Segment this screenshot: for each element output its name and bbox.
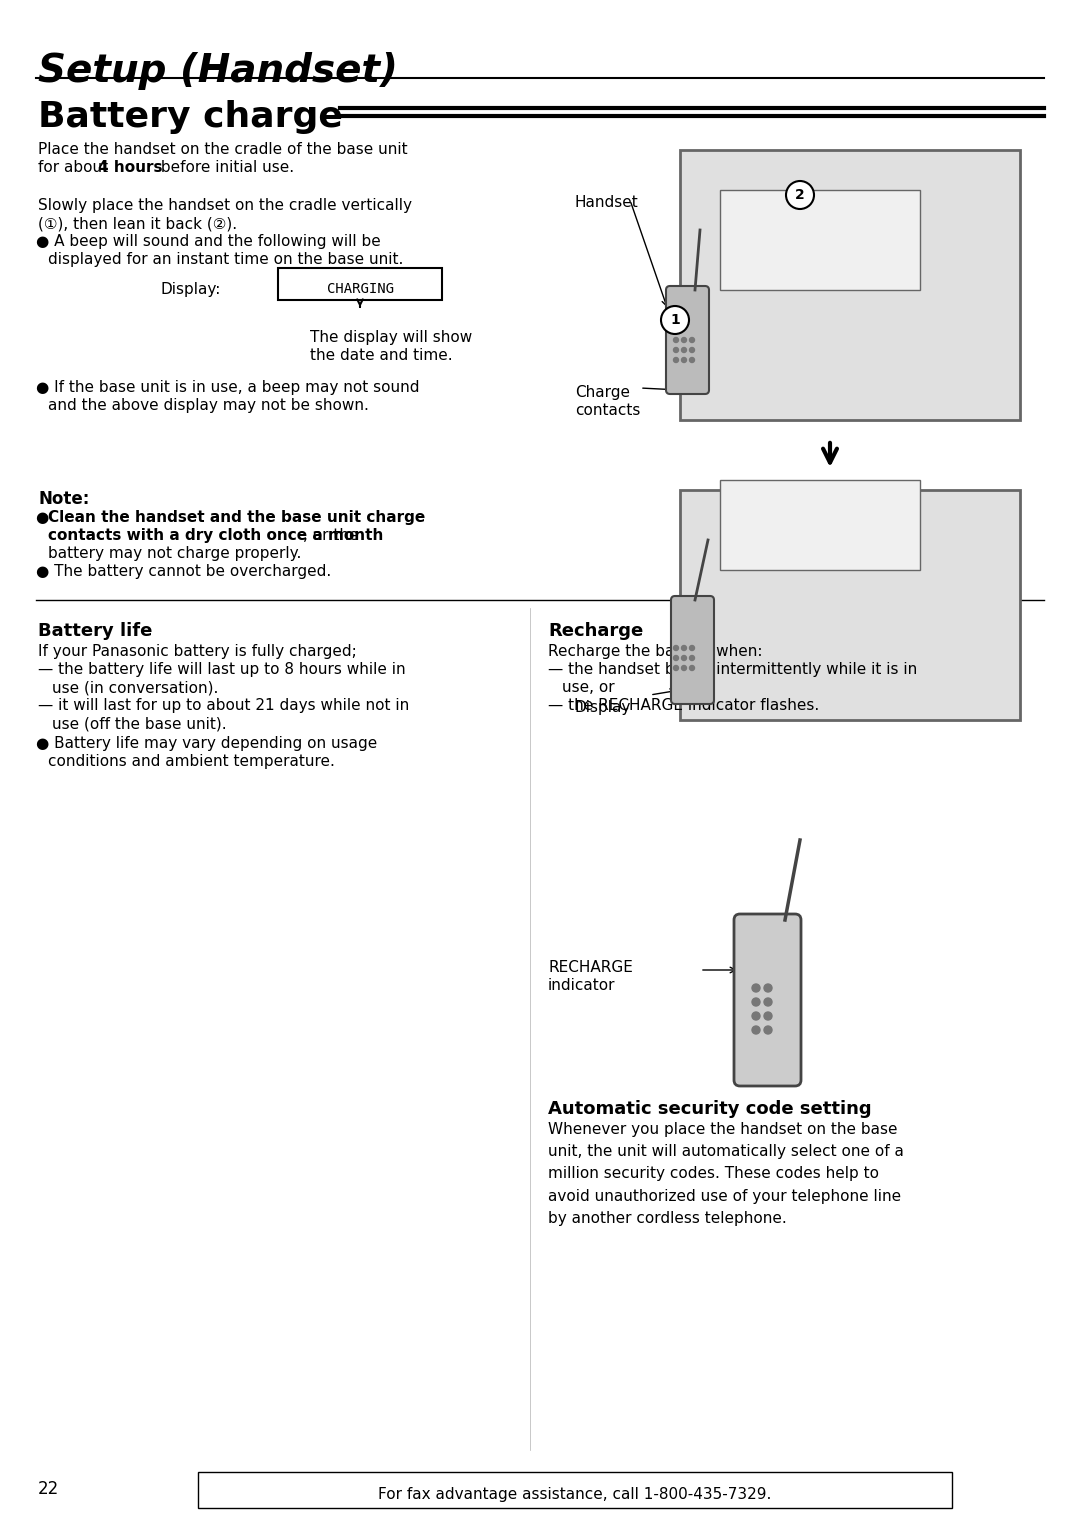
Circle shape [764,984,772,992]
Circle shape [764,1012,772,1019]
Circle shape [689,665,694,670]
FancyBboxPatch shape [666,285,708,394]
FancyBboxPatch shape [734,914,801,1087]
Circle shape [674,645,678,650]
Text: — the RECHARGE indicator flashes.: — the RECHARGE indicator flashes. [548,697,820,713]
Text: contacts: contacts [575,403,640,418]
Text: RECHARGE: RECHARGE [548,960,633,975]
Text: and the above display may not be shown.: and the above display may not be shown. [48,398,369,414]
Circle shape [674,357,678,363]
Circle shape [681,665,687,670]
Circle shape [674,665,678,670]
Text: displayed for an instant time on the base unit.: displayed for an instant time on the bas… [48,252,403,267]
FancyBboxPatch shape [680,150,1020,420]
Circle shape [752,1012,760,1019]
Text: Setup (Handset): Setup (Handset) [38,52,397,90]
Text: Display:: Display: [160,282,220,298]
Circle shape [689,656,694,661]
Text: — the battery life will last up to 8 hours while in: — the battery life will last up to 8 hou… [38,662,406,678]
Text: 22: 22 [38,1480,59,1499]
Circle shape [764,998,772,1006]
Text: The display will show: The display will show [310,330,472,345]
Text: Handset: Handset [575,195,638,211]
Text: battery may not charge properly.: battery may not charge properly. [48,546,301,562]
Text: use (off the base unit).: use (off the base unit). [52,716,227,731]
Text: — it will last for up to about 21 days while not in: — it will last for up to about 21 days w… [38,697,409,713]
Circle shape [689,357,694,363]
Circle shape [681,357,687,363]
Text: ● Battery life may vary depending on usage: ● Battery life may vary depending on usa… [36,736,377,751]
Text: ● A beep will sound and the following will be: ● A beep will sound and the following wi… [36,233,381,249]
Circle shape [681,656,687,661]
FancyBboxPatch shape [671,597,714,703]
Text: (①), then lean it back (②).: (①), then lean it back (②). [38,217,238,230]
Text: Note:: Note: [38,490,90,508]
Text: Display: Display [575,700,632,716]
Text: Battery charge: Battery charge [38,101,342,134]
Circle shape [674,656,678,661]
Text: contacts with a dry cloth once a month: contacts with a dry cloth once a month [48,528,383,543]
Text: 1: 1 [670,313,680,327]
Text: Recharge the battery when:: Recharge the battery when: [548,644,762,659]
Circle shape [786,182,814,209]
Circle shape [689,337,694,342]
Circle shape [752,984,760,992]
Text: If your Panasonic battery is fully charged;: If your Panasonic battery is fully charg… [38,644,356,659]
Text: CHARGING: CHARGING [326,282,393,296]
Text: Whenever you place the handset on the base
unit, the unit will automatically sel: Whenever you place the handset on the ba… [548,1122,904,1225]
Text: conditions and ambient temperature.: conditions and ambient temperature. [48,754,335,769]
Text: Charge: Charge [575,385,630,400]
Text: 4 hours: 4 hours [98,160,162,175]
Text: ● The battery cannot be overcharged.: ● The battery cannot be overcharged. [36,565,332,578]
Text: Battery life: Battery life [38,623,152,639]
Circle shape [689,348,694,353]
Text: Automatic security code setting: Automatic security code setting [548,1100,872,1119]
Text: Place the handset on the cradle of the base unit: Place the handset on the cradle of the b… [38,142,407,157]
Circle shape [681,645,687,650]
FancyBboxPatch shape [720,481,920,571]
Circle shape [752,1025,760,1035]
Text: use, or: use, or [562,681,615,694]
FancyBboxPatch shape [680,490,1020,720]
Circle shape [764,1025,772,1035]
Text: ●: ● [36,510,54,525]
FancyBboxPatch shape [278,269,442,301]
Circle shape [752,998,760,1006]
Circle shape [681,348,687,353]
Text: use (in conversation).: use (in conversation). [52,681,218,694]
Circle shape [689,645,694,650]
Text: — the handset beeps intermittently while it is in: — the handset beeps intermittently while… [548,662,917,678]
Circle shape [674,348,678,353]
Text: for about: for about [38,160,113,175]
Text: , or the: , or the [303,528,359,543]
Circle shape [674,337,678,342]
Circle shape [661,307,689,334]
Text: Slowly place the handset on the cradle vertically: Slowly place the handset on the cradle v… [38,198,411,214]
Text: the date and time.: the date and time. [310,348,453,363]
Text: before initial use.: before initial use. [156,160,294,175]
Text: For fax advantage assistance, call 1-800-435-7329.: For fax advantage assistance, call 1-800… [378,1486,772,1502]
FancyBboxPatch shape [198,1473,951,1508]
Text: 2: 2 [795,188,805,201]
Text: ● If the base unit is in use, a beep may not sound: ● If the base unit is in use, a beep may… [36,380,419,395]
Circle shape [681,337,687,342]
FancyBboxPatch shape [720,191,920,290]
Text: Recharge: Recharge [548,623,644,639]
Text: Clean the handset and the base unit charge: Clean the handset and the base unit char… [48,510,426,525]
Text: indicator: indicator [548,978,616,993]
